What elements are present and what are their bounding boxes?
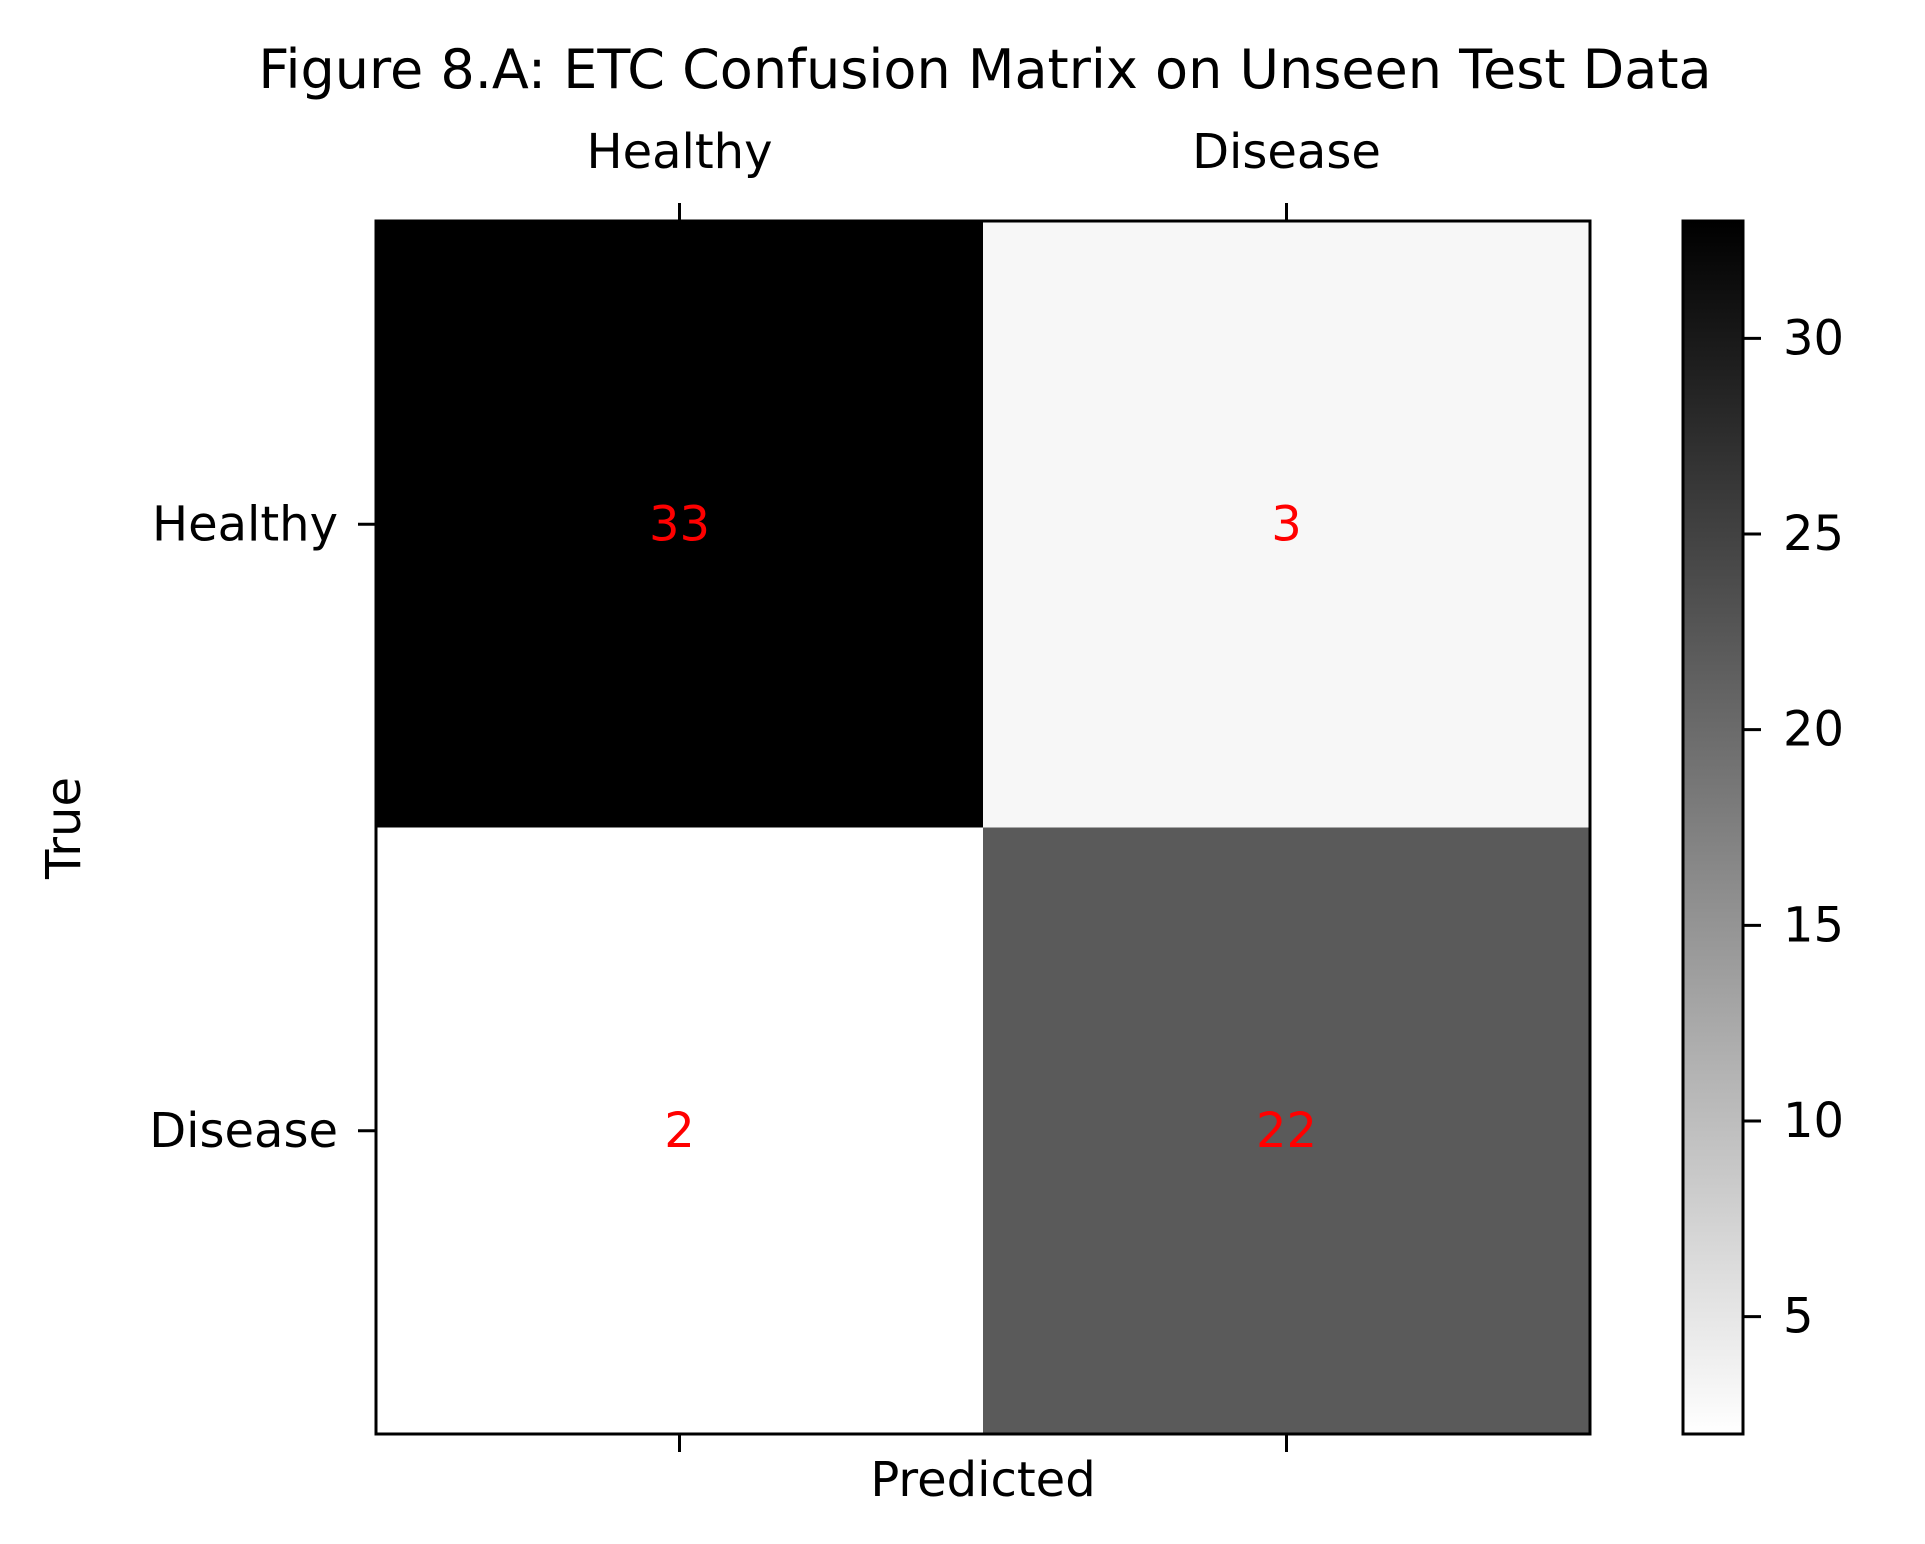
x-axis-ticks: Healthy Disease [586, 124, 1381, 1452]
y-tick-label: Healthy [152, 496, 338, 552]
heatmap-cell [376, 827, 983, 1434]
colorbar-tick-label: 5 [1783, 1289, 1814, 1345]
x-axis-label: Predicted [870, 1452, 1095, 1508]
heatmap-cell [983, 221, 1590, 828]
x-tick-label: Healthy [586, 124, 772, 180]
colorbar-tick-label: 30 [1783, 310, 1844, 366]
plot-frame [374, 219, 1592, 1436]
colorbar-tick-label: 20 [1783, 702, 1844, 758]
cell-annotations: 33 32 22 [649, 496, 1317, 1159]
colorbar-tick-label: 25 [1783, 506, 1844, 562]
cell-value-label: 22 [1256, 1103, 1317, 1159]
y-axis-ticks: Healthy Disease [149, 496, 376, 1159]
heatmap-cell [376, 221, 983, 828]
y-axis-label: True [36, 777, 92, 880]
x-tick-label: Disease [1192, 124, 1381, 180]
chart-title: Figure 8.A: ETC Confusion Matrix on Unse… [258, 38, 1711, 101]
colorbar-ticks: 5 10 15 20 25 30 [1743, 310, 1844, 1345]
cell-value-label: 3 [1271, 496, 1302, 552]
colorbar-tick-label: 15 [1783, 897, 1844, 953]
colorbar [1681, 219, 1745, 1436]
y-tick-label: Disease [149, 1103, 338, 1159]
cell-value-label: 33 [649, 496, 710, 552]
heatmap-cells [376, 221, 1590, 1434]
colorbar-tick-label: 10 [1783, 1093, 1844, 1149]
heatmap-cell [983, 827, 1590, 1434]
cell-value-label: 2 [664, 1103, 695, 1159]
